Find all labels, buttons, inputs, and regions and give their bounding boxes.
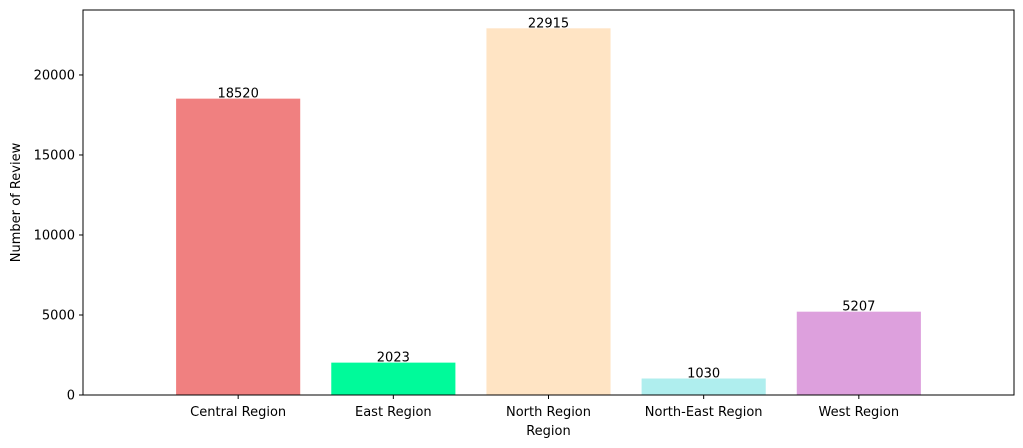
bar-north-region xyxy=(486,28,611,395)
y-tick-label: 0 xyxy=(67,389,75,404)
y-axis: 0 5000 10000 15000 20000 xyxy=(34,68,83,404)
plot-frame xyxy=(82,9,1015,396)
bar-north-east-region xyxy=(641,378,766,395)
x-tick-label: West Region xyxy=(819,405,900,420)
bar-value-label: 2023 xyxy=(377,351,410,366)
bar-value-label: 1030 xyxy=(687,367,720,382)
bar-value-label: 22915 xyxy=(528,16,569,31)
bars-group xyxy=(176,28,921,396)
y-tick-label: 5000 xyxy=(42,308,75,323)
x-tick-label: North-East Region xyxy=(645,405,763,420)
y-tick-label: 10000 xyxy=(34,228,75,243)
bar-west-region xyxy=(796,311,921,395)
y-axis-title: Number of Review xyxy=(9,142,24,262)
x-tick-label: East Region xyxy=(355,405,432,420)
x-tick-label: Central Region xyxy=(190,405,286,420)
y-tick-label: 20000 xyxy=(34,68,75,83)
bar-value-label: 18520 xyxy=(217,87,258,102)
bar-value-label: 5207 xyxy=(842,300,875,315)
value-labels-group: 18520 2023 22915 1030 5207 xyxy=(217,16,875,381)
x-tick-label: North Region xyxy=(506,405,591,420)
y-tick-label: 15000 xyxy=(34,148,75,163)
bar-central-region xyxy=(176,98,301,396)
x-axis: Central Region East Region North Region Nor… xyxy=(190,395,899,420)
bar-east-region xyxy=(331,362,456,395)
x-axis-title: Region xyxy=(526,424,571,439)
